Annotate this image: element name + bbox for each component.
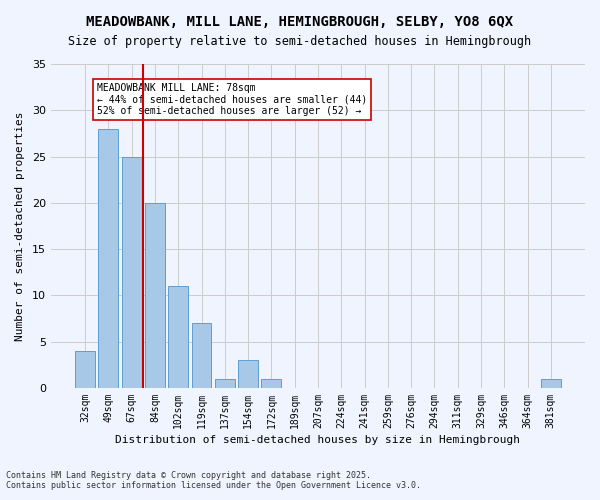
X-axis label: Distribution of semi-detached houses by size in Hemingbrough: Distribution of semi-detached houses by … xyxy=(115,435,520,445)
Bar xyxy=(98,129,118,388)
Y-axis label: Number of semi-detached properties: Number of semi-detached properties xyxy=(15,111,25,340)
Bar xyxy=(238,360,258,388)
Bar xyxy=(262,378,281,388)
Bar xyxy=(215,378,235,388)
Bar xyxy=(541,378,561,388)
Bar xyxy=(122,156,142,388)
Text: MEADOWBANK, MILL LANE, HEMINGBROUGH, SELBY, YO8 6QX: MEADOWBANK, MILL LANE, HEMINGBROUGH, SEL… xyxy=(86,15,514,29)
Text: Size of property relative to semi-detached houses in Hemingbrough: Size of property relative to semi-detach… xyxy=(68,35,532,48)
Bar xyxy=(191,323,211,388)
Bar xyxy=(169,286,188,388)
Bar xyxy=(75,351,95,388)
Text: MEADOWBANK MILL LANE: 78sqm
← 44% of semi-detached houses are smaller (44)
52% o: MEADOWBANK MILL LANE: 78sqm ← 44% of sem… xyxy=(97,82,367,116)
Bar xyxy=(145,203,165,388)
Text: Contains HM Land Registry data © Crown copyright and database right 2025.
Contai: Contains HM Land Registry data © Crown c… xyxy=(6,470,421,490)
